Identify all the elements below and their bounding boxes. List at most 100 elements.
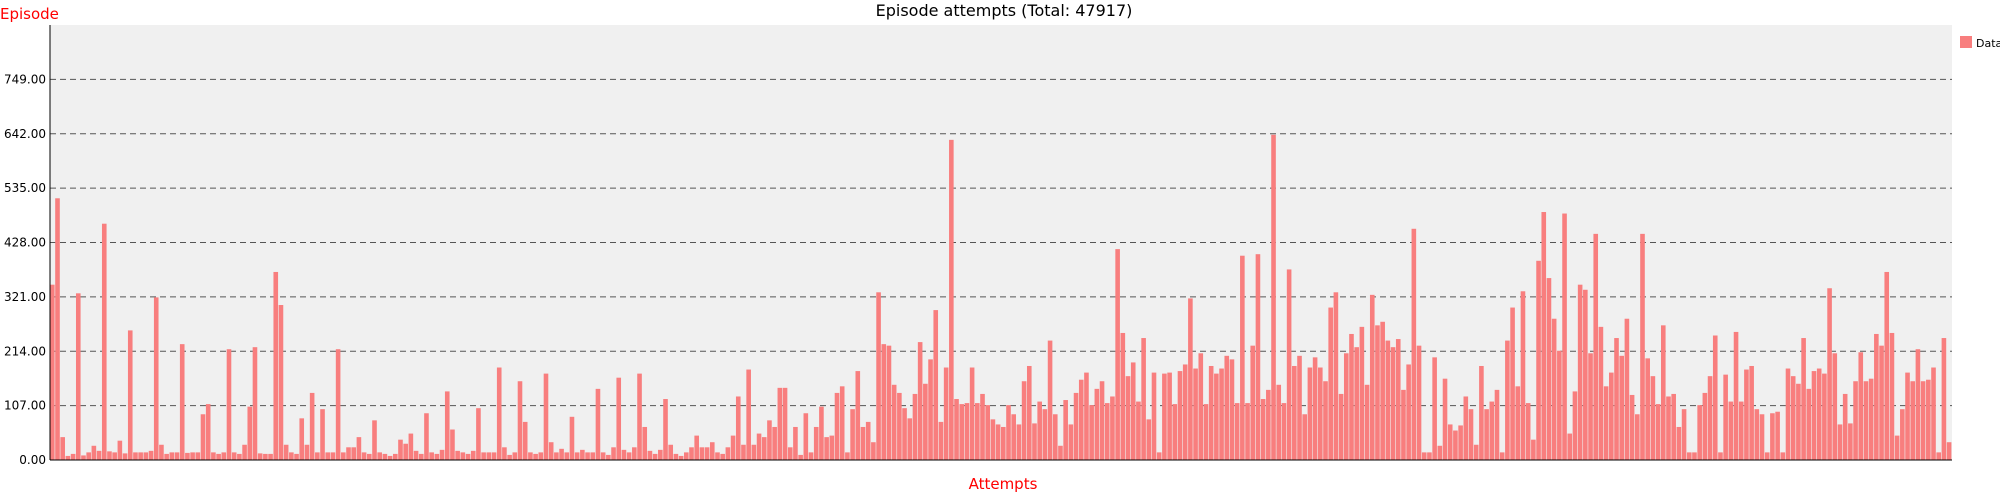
bar: [1395, 339, 1401, 460]
bar: [959, 404, 965, 460]
bar: [190, 452, 195, 460]
bar: [335, 349, 341, 460]
bar: [1016, 424, 1022, 460]
bar: [1151, 372, 1157, 460]
bar: [418, 453, 424, 460]
bar: [470, 450, 476, 460]
bar: [1905, 372, 1910, 460]
bar: [845, 452, 850, 460]
bar: [1598, 326, 1604, 460]
bar: [980, 393, 985, 460]
bar: [1058, 445, 1063, 460]
bar: [949, 139, 954, 460]
bar: [382, 453, 388, 460]
bar: [1001, 426, 1006, 460]
bar: [138, 452, 143, 460]
bar: [1104, 403, 1110, 460]
bar: [1286, 269, 1292, 460]
bar: [1432, 357, 1437, 460]
bar: [1447, 424, 1453, 460]
bar: [678, 455, 684, 460]
bar: [179, 344, 185, 460]
bar: [361, 452, 367, 460]
bar: [1936, 452, 1942, 460]
bar: [117, 440, 123, 460]
bar: [1401, 389, 1406, 460]
bar: [704, 447, 710, 460]
bar: [995, 424, 1001, 460]
bar: [1416, 345, 1422, 460]
bar: [1380, 321, 1385, 460]
bar: [481, 452, 486, 460]
bar: [720, 453, 725, 460]
y-tick-label: 0.00: [19, 453, 46, 467]
bar: [538, 452, 544, 460]
bar: [1900, 409, 1905, 460]
bar: [808, 452, 814, 460]
bar: [1032, 423, 1037, 460]
bar: [1816, 368, 1822, 460]
bar: [855, 371, 861, 460]
bar: [1681, 409, 1687, 460]
bar: [1463, 396, 1469, 460]
bar: [257, 453, 263, 460]
bar: [1728, 401, 1734, 460]
bar: [242, 444, 247, 460]
bar: [1468, 409, 1474, 460]
bar: [1676, 426, 1682, 460]
bar: [424, 413, 429, 460]
bar: [912, 393, 918, 460]
bar: [367, 453, 372, 460]
bar: [341, 452, 346, 460]
bar: [1588, 353, 1593, 460]
bar: [1011, 414, 1016, 460]
bar: [231, 452, 237, 460]
bar: [689, 447, 694, 460]
bar: [1120, 332, 1126, 460]
bar: [1723, 374, 1728, 460]
bar: [782, 387, 788, 460]
bar: [507, 454, 512, 460]
bar: [185, 452, 190, 460]
bar: [1894, 435, 1900, 460]
bar: [1421, 452, 1427, 460]
bar: [1931, 367, 1936, 460]
bar: [81, 455, 86, 460]
bar: [1193, 368, 1198, 460]
bar: [1026, 365, 1032, 460]
bar: [528, 452, 533, 460]
bar: [455, 450, 460, 460]
bar: [1167, 372, 1172, 460]
bar: [1510, 307, 1515, 460]
bar: [897, 392, 902, 460]
bar: [611, 447, 616, 460]
bar: [1515, 386, 1521, 460]
bar: [522, 421, 528, 460]
bar: [1796, 383, 1801, 460]
bar: [1406, 364, 1411, 460]
bar: [1385, 340, 1391, 460]
bar: [1738, 401, 1744, 460]
bar: [1328, 307, 1333, 460]
bar: [1084, 372, 1089, 460]
bar: [1281, 403, 1287, 460]
bar: [865, 421, 871, 460]
bar: [1946, 442, 1952, 460]
bar: [1822, 373, 1827, 460]
bar: [1759, 414, 1765, 460]
bar: [1603, 386, 1609, 460]
bar: [159, 444, 164, 460]
bar: [309, 392, 315, 460]
bar: [252, 347, 258, 460]
bar: [1177, 371, 1183, 460]
bar: [1853, 381, 1858, 460]
bar: [829, 435, 835, 460]
bar: [387, 455, 393, 460]
bar: [75, 293, 81, 460]
bar: [320, 409, 325, 460]
bar: [1234, 403, 1240, 460]
bar: [1619, 355, 1625, 460]
bar: [871, 442, 876, 460]
bar: [294, 453, 299, 460]
bar: [1115, 249, 1120, 460]
